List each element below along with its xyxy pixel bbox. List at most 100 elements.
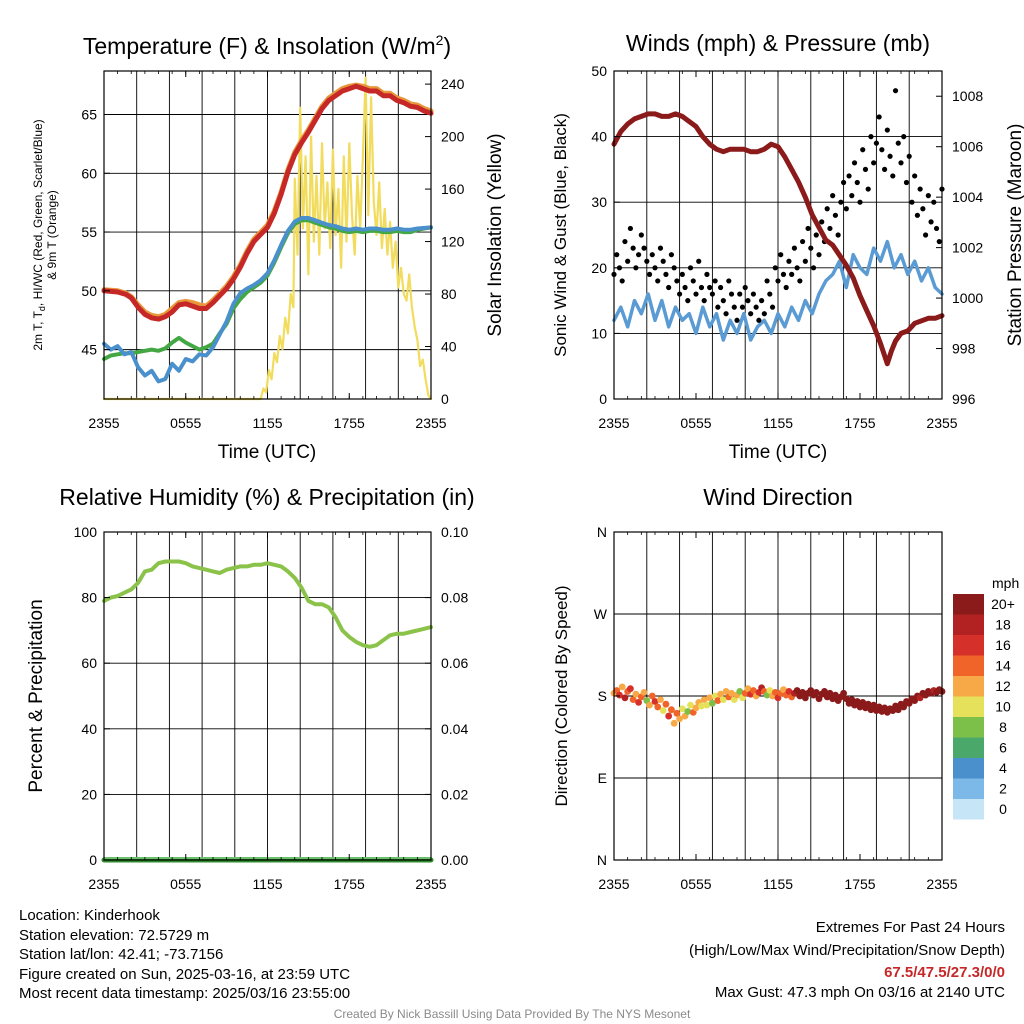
gust-point <box>728 291 735 297</box>
station-elevation: Station elevation: 72.5729 m <box>19 926 210 944</box>
legend-label: 0 <box>999 801 1007 817</box>
legend-swatch <box>953 717 984 738</box>
temperature-series-line <box>102 216 433 384</box>
direction-point <box>821 688 828 695</box>
direction-point <box>692 704 700 712</box>
humidity-grid <box>104 532 431 860</box>
gust-point <box>630 245 636 251</box>
direction-point <box>651 698 659 705</box>
direction-ytick-label: W <box>594 606 608 622</box>
gust-point <box>912 173 918 179</box>
gust-point <box>644 258 650 264</box>
gust-point <box>734 317 740 323</box>
direction-point <box>812 688 820 696</box>
gust-point <box>769 304 776 310</box>
direction-ylabel: Direction (Colored By Speed) <box>552 585 571 806</box>
humidity-y2tick-label: 0.04 <box>441 721 468 737</box>
legend-swatch <box>953 655 984 676</box>
gust-point <box>827 225 833 232</box>
gust-point <box>701 298 707 304</box>
gust-point <box>649 252 655 258</box>
gust-point <box>687 265 694 271</box>
direction-point <box>771 688 779 696</box>
gust-point <box>698 284 705 291</box>
winds-xtick-label: 1155 <box>763 415 793 431</box>
humidity-xtick-label: 1155 <box>252 876 282 892</box>
direction-point <box>793 687 801 694</box>
legend-swatch <box>953 737 984 758</box>
direction-point <box>654 703 662 711</box>
direction-point <box>665 712 673 720</box>
gust-point <box>737 291 743 297</box>
legend-label: 10 <box>995 699 1011 715</box>
winds-y2tick-label: 1000 <box>952 290 983 306</box>
gust-point <box>731 304 737 310</box>
gust-point <box>830 193 836 199</box>
gust-point <box>819 219 825 225</box>
direction-ytick-label: N <box>597 852 607 868</box>
direction-point <box>766 687 774 694</box>
gust-point <box>778 252 784 258</box>
direction-point <box>698 702 705 710</box>
temperature-series-line <box>101 83 434 322</box>
gust-point <box>802 258 808 264</box>
credit-line: Created By Nick Bassill Using Data Provi… <box>333 1007 691 1021</box>
gust-point <box>920 206 926 212</box>
gust-point <box>890 173 896 179</box>
direction-point <box>618 683 626 691</box>
winds-ytick-label: 30 <box>591 194 607 210</box>
direction-point <box>717 690 724 698</box>
temperature-ytick-label: 45 <box>81 342 97 358</box>
winds-xtick-label: 0555 <box>680 415 711 431</box>
station-location: Location: Kinderhook <box>19 907 160 924</box>
gust-point <box>791 245 798 251</box>
direction-xtick-label: 1155 <box>763 876 793 892</box>
direction-point <box>668 706 675 714</box>
humidity-ytick-label: 20 <box>81 786 97 802</box>
winds-xtick-label: 2355 <box>598 415 629 431</box>
extremes-heading: Extremes For Past 24 Hours <box>815 919 1005 936</box>
gust-point <box>685 298 691 304</box>
gust-point <box>753 304 759 310</box>
direction-point <box>673 709 681 717</box>
gust-point <box>933 225 940 232</box>
gust-point <box>810 265 817 271</box>
gust-point <box>895 140 901 146</box>
temperature-y2tick-label: 120 <box>441 234 465 250</box>
winds-panel: 2355 0555 1155 1755 2355 0 10 20 30 40 50 996 998 100… <box>591 63 983 431</box>
gust-point <box>619 278 625 284</box>
direction-point <box>678 705 686 713</box>
gust-point <box>668 252 675 258</box>
direction-point <box>799 688 806 696</box>
gust-point <box>636 252 642 258</box>
gust-point <box>789 271 795 277</box>
legend-label: 4 <box>999 760 1007 776</box>
gust-point <box>646 271 653 277</box>
gust-point <box>718 284 724 291</box>
direction-point <box>676 715 683 723</box>
gust-point <box>917 186 923 192</box>
recent-data-timestamp: Most recent data timestamp: 2025/03/16 2… <box>19 985 351 1002</box>
gust-point <box>742 284 748 291</box>
gust-point <box>884 127 890 133</box>
legend-label: 18 <box>995 617 1011 633</box>
winds-y2label: Station Pressure (Maroon) <box>1005 124 1024 347</box>
gust-point <box>813 232 819 238</box>
legend-swatch <box>953 676 984 697</box>
direction-point <box>853 698 861 705</box>
temperature-ylabel-line2: & 9m T (Orange) <box>45 190 59 280</box>
winds-title: Winds (mph) & Pressure (mb) <box>626 30 930 56</box>
direction-point <box>900 703 908 711</box>
legend-swatch <box>953 799 984 820</box>
winds-y2tick-label: 1002 <box>952 240 983 256</box>
temperature-xtick-label: 0555 <box>170 415 201 431</box>
gust-point <box>679 271 685 277</box>
direction-point <box>700 696 708 704</box>
gust-point <box>764 278 770 284</box>
gust-point <box>696 258 702 264</box>
gust-point <box>761 311 767 317</box>
gust-point <box>682 284 688 291</box>
humidity-ytick-label: 100 <box>74 524 98 540</box>
legend-label: 16 <box>995 637 1011 653</box>
gust-point <box>674 278 680 284</box>
